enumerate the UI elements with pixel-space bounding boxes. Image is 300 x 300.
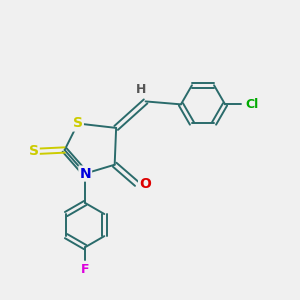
Text: F: F xyxy=(81,263,89,276)
Text: S: S xyxy=(73,116,83,130)
Text: N: N xyxy=(80,167,91,181)
Text: Cl: Cl xyxy=(245,98,258,111)
Text: H: H xyxy=(136,82,146,95)
Text: S: S xyxy=(29,145,39,158)
Text: O: O xyxy=(139,177,151,191)
